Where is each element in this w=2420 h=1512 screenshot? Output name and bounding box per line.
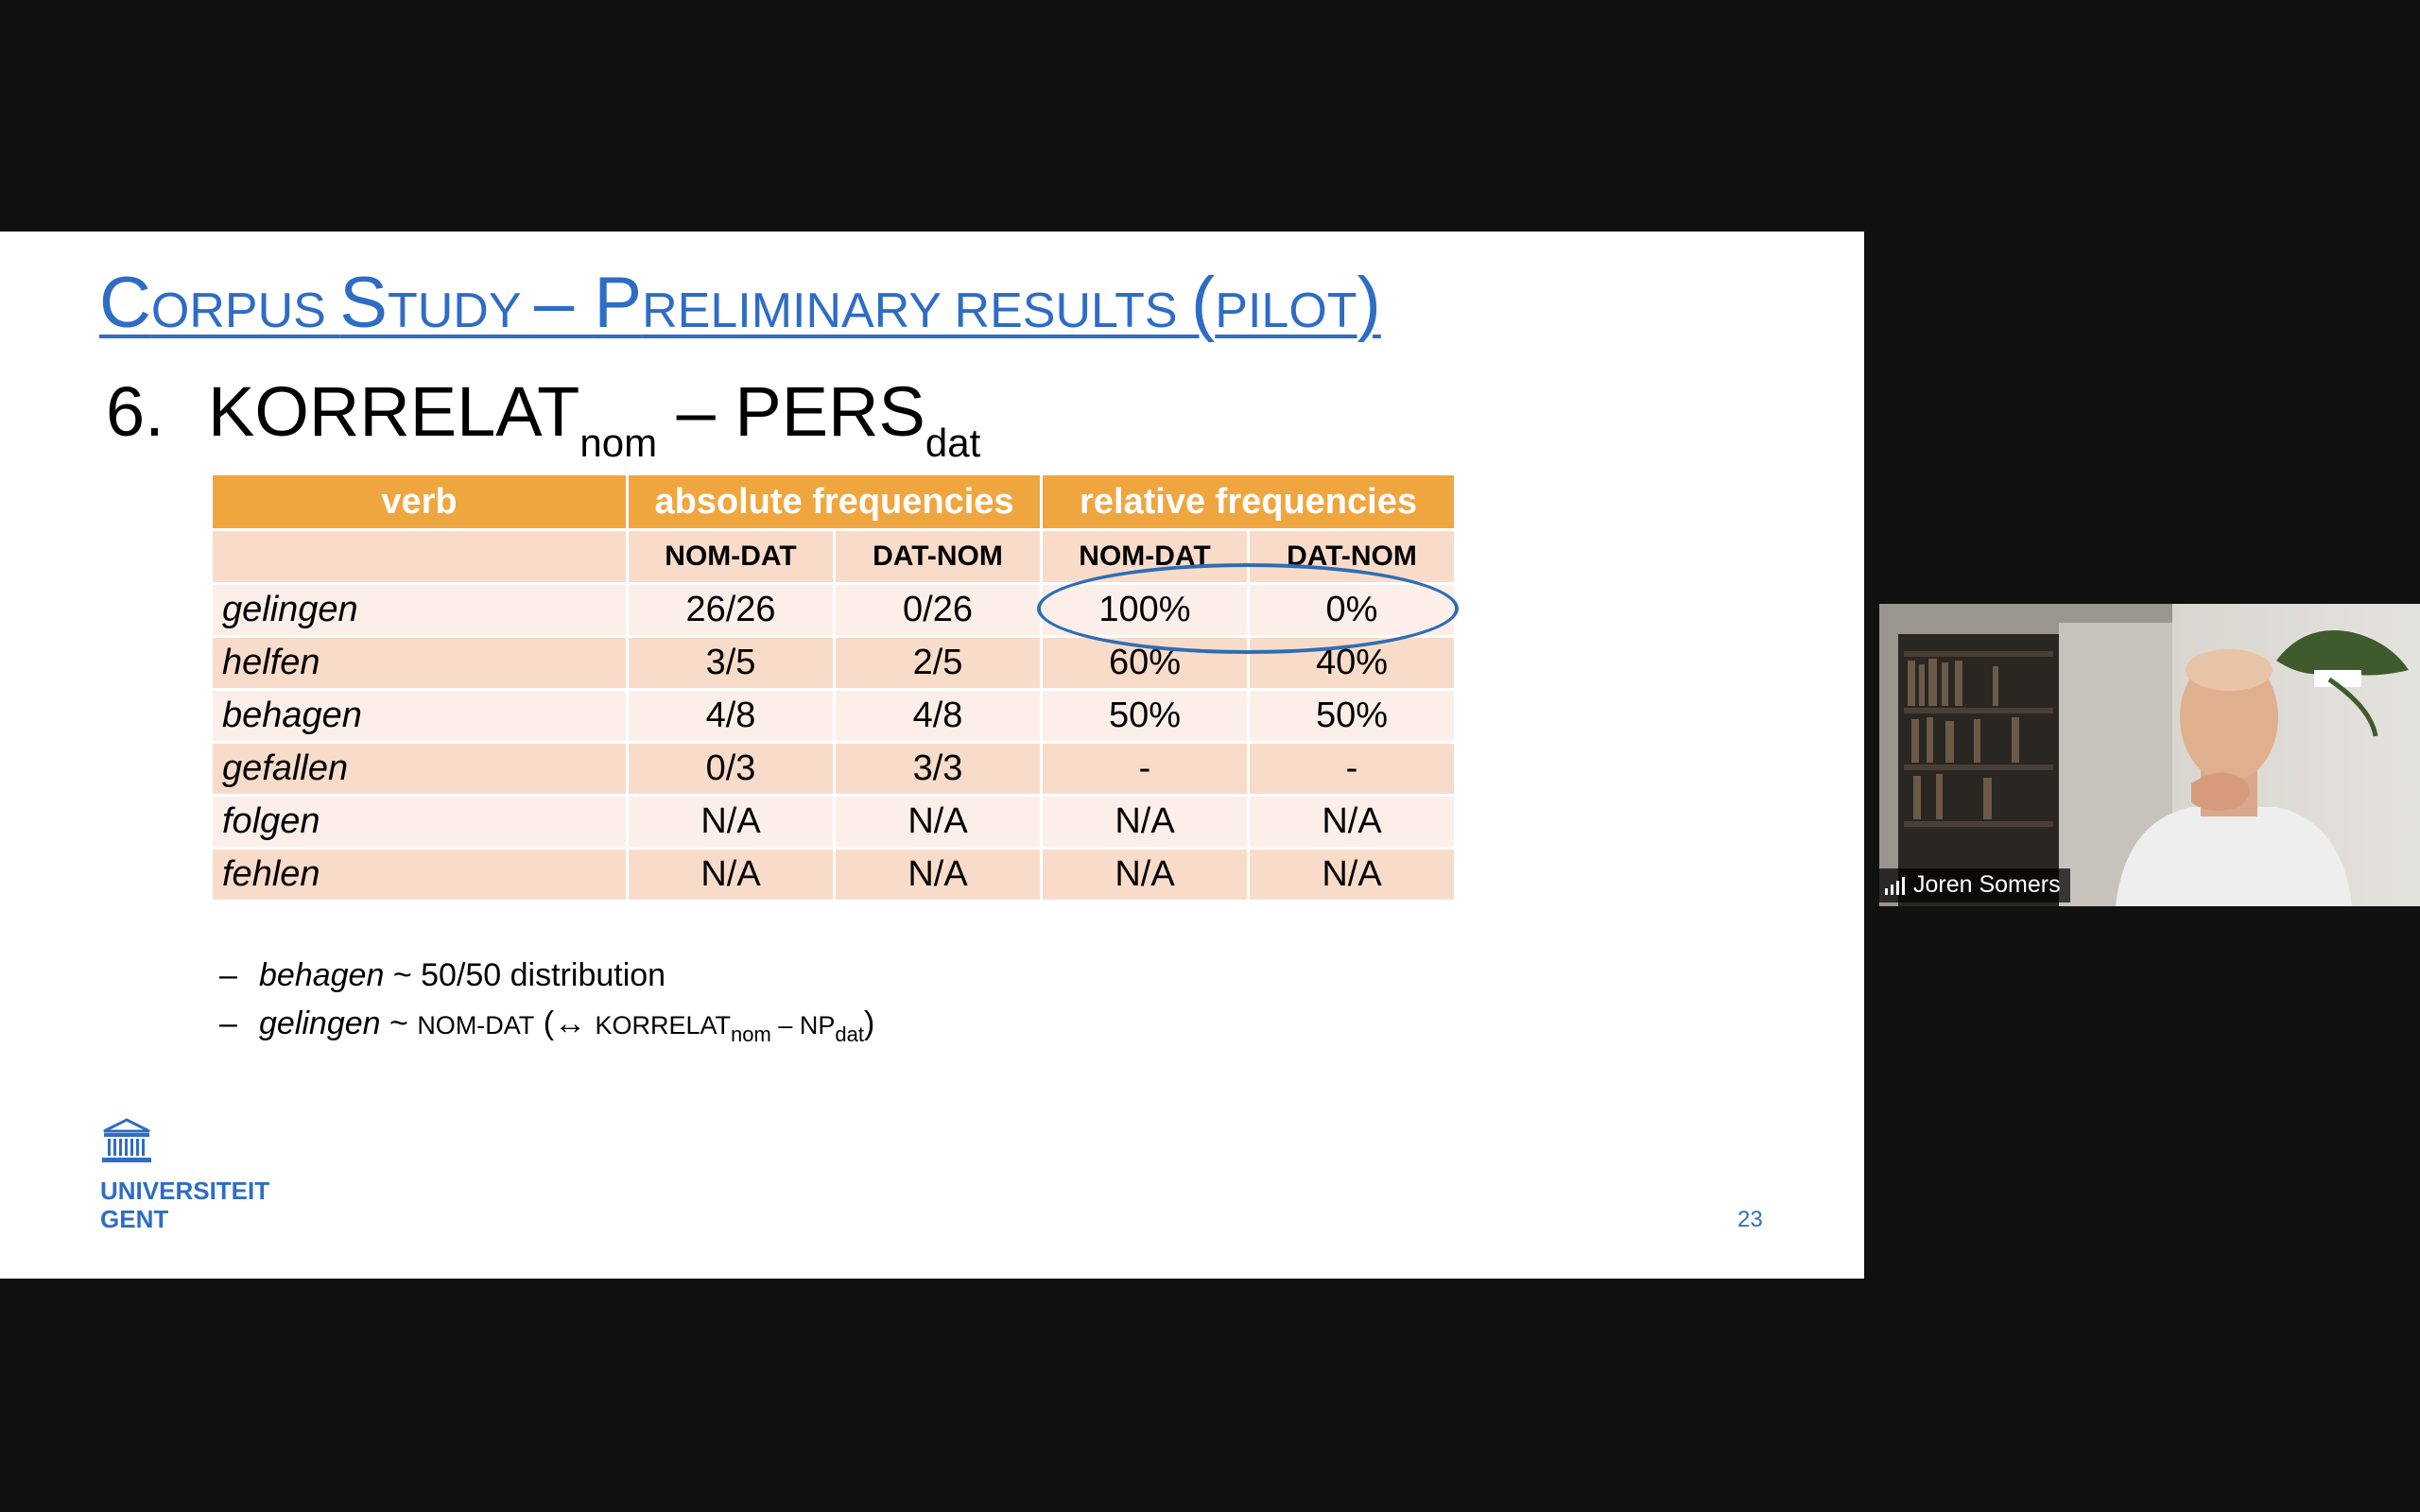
value-cell: N/A xyxy=(1040,847,1250,902)
table-row: folgen N/A N/A N/A N/A xyxy=(210,794,1457,850)
value-cell: - xyxy=(1040,741,1250,797)
note-sub-nom: nom xyxy=(731,1022,771,1046)
value-cell: 100% xyxy=(1040,582,1250,638)
header-relative-frequencies: relative frequencies xyxy=(1040,472,1457,531)
value-cell: N/A xyxy=(833,847,1043,902)
table-row: gefallen 0/3 3/3- - xyxy=(210,741,1457,797)
logo-line-2: GENT xyxy=(100,1205,169,1233)
header-verb: verb xyxy=(210,472,629,531)
verb-cell: behagen xyxy=(210,688,629,744)
table-row: helfen 3/5 2/5 60% 40% xyxy=(210,635,1457,691)
value-cell: N/A xyxy=(1247,847,1457,902)
note-behagen: – behagen ~ 50/50 distribution xyxy=(219,957,874,994)
title-part: – xyxy=(534,263,595,343)
title-part: S xyxy=(339,263,388,343)
table-row: fehlen N/A N/A N/A N/A xyxy=(210,847,1457,902)
note-gelingen: – gelingen ~ NOM-DAT (↔ KORRELATnom – NPd… xyxy=(219,1005,875,1045)
note-paren-close: ) xyxy=(863,1005,875,1041)
subtitle-sub-nom: nom xyxy=(579,421,658,465)
note-dash-np: – NP xyxy=(770,1011,836,1040)
value-cell: 26/26 xyxy=(626,582,836,638)
slide-title: CORPUS STUDY – PRELIMINARY RESULTS (PILO… xyxy=(99,262,1381,344)
value-cell: 3/5 xyxy=(626,635,836,691)
verb-cell: folgen xyxy=(210,794,629,850)
page-number: 23 xyxy=(1737,1207,1763,1232)
title-part: C xyxy=(99,263,151,343)
note-sub-dat: dat xyxy=(835,1022,864,1046)
title-part: RELIMINARY RESULTS xyxy=(642,284,1191,338)
participant-video-tile[interactable]: Joren Somers xyxy=(1879,604,2420,906)
value-cell: 60% xyxy=(1040,635,1250,691)
subtitle-pers: PERS xyxy=(735,372,925,451)
title-part: PILOT xyxy=(1215,284,1357,338)
verb-cell: gelingen xyxy=(210,582,629,638)
note-verb: behagen xyxy=(259,957,385,993)
note-verb: gelingen xyxy=(259,1005,381,1041)
participant-name: Joren Somers xyxy=(1913,871,2061,898)
subheader-cell: DAT-NOM xyxy=(1247,528,1457,585)
title-part: ( xyxy=(1190,263,1216,343)
value-cell: 0/3 xyxy=(626,741,836,797)
subheader-cell: NOM-DAT xyxy=(1040,528,1250,585)
title-part: P xyxy=(594,263,643,343)
value-cell: 4/8 xyxy=(626,688,836,744)
verb-cell: gefallen xyxy=(210,741,629,797)
verb-cell: helfen xyxy=(210,635,629,691)
logo-line-1: UNIVERSITEIT xyxy=(100,1177,270,1205)
value-cell: N/A xyxy=(626,794,836,850)
title-part: TUDY xyxy=(387,284,535,338)
value-cell: 0% xyxy=(1247,582,1457,638)
participant-video-feed xyxy=(1879,604,2420,906)
frequency-table: verb absolute frequencies relative frequen… xyxy=(210,472,1457,902)
header-absolute-frequencies: absolute frequencies xyxy=(626,472,1043,531)
subheader-cell xyxy=(210,528,629,585)
notes-list: – behagen ~ 50/50 distribution – gelingen … xyxy=(219,957,874,1054)
note-korrelat: KORRELAT xyxy=(595,1011,732,1040)
presentation-slide: CORPUS STUDY – PRELIMINARY RESULTS (PILO… xyxy=(0,232,1864,1279)
note-paren-open: (↔ xyxy=(534,1005,596,1041)
subheader-cell: NOM-DAT xyxy=(626,528,836,585)
table-row: behagen 4/8 4/8 50% 50% xyxy=(210,688,1457,744)
note-dash: – xyxy=(219,1005,237,1041)
value-cell: N/A xyxy=(1040,794,1250,850)
value-cell: N/A xyxy=(626,847,836,902)
value-cell: 4/8 xyxy=(833,688,1043,744)
subtitle-korrelat: KORRELAT xyxy=(208,372,580,451)
value-cell: 2/5 xyxy=(833,635,1043,691)
value-cell: 40% xyxy=(1247,635,1457,691)
value-cell: N/A xyxy=(833,794,1043,850)
table-row: gelingen 26/26 0/26 100% 0% xyxy=(210,582,1457,638)
value-cell: 50% xyxy=(1040,688,1250,744)
subtitle-number: 6. xyxy=(106,372,164,451)
subtitle-dash: – xyxy=(657,372,735,451)
participant-name-tag: Joren Somers xyxy=(1879,868,2070,902)
note-dash: – xyxy=(219,957,237,993)
value-cell: - xyxy=(1247,741,1457,797)
subtitle-sub-dat: dat xyxy=(925,421,981,465)
value-cell: 0/26 xyxy=(833,582,1043,638)
value-cell: N/A xyxy=(1247,794,1457,850)
title-part: ORPUS xyxy=(150,284,340,338)
slide-subtitle: 6. KORRELATnom – PERSdat xyxy=(106,371,980,463)
value-cell: 3/3 xyxy=(833,741,1043,797)
subheader-cell: DAT-NOM xyxy=(833,528,1043,585)
signal-bars-icon xyxy=(1885,876,1905,895)
value-cell: 50% xyxy=(1247,688,1457,744)
verb-cell: fehlen xyxy=(210,847,629,902)
university-building-icon xyxy=(102,1118,151,1162)
note-tilde: ~ xyxy=(380,1005,418,1041)
title-part: ) xyxy=(1357,263,1381,343)
note-order: NOM-DAT xyxy=(417,1011,535,1040)
note-text: ~ 50/50 distribution xyxy=(384,957,666,993)
university-logo: UNIVERSITEIT GENT xyxy=(100,1118,269,1233)
